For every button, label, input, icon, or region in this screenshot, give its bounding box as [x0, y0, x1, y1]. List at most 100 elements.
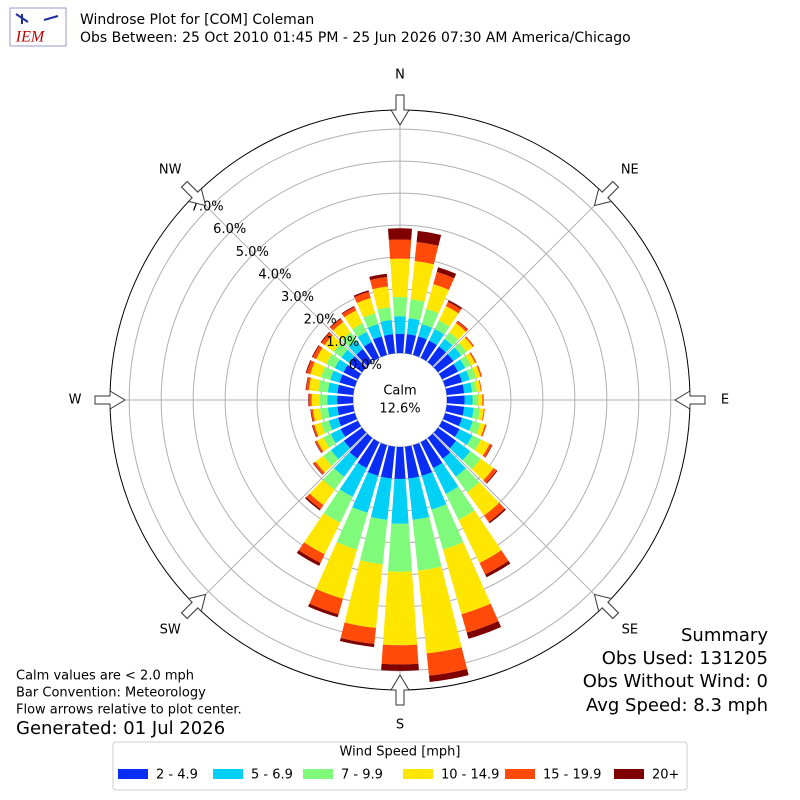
- compass-label: W: [69, 393, 82, 408]
- wind-bar: [445, 384, 465, 396]
- wind-bar: [333, 342, 348, 358]
- grid-spoke: [399, 194, 606, 401]
- wind-bar: [342, 306, 357, 318]
- wind-bar: [472, 365, 481, 379]
- wind-bar: [410, 261, 434, 302]
- wind-bar: [466, 435, 482, 451]
- wind-bar: [340, 420, 362, 438]
- wind-bar: [388, 228, 412, 240]
- wind-bar: [438, 420, 460, 438]
- wind-bar: [392, 297, 408, 317]
- wind-bar: [471, 458, 494, 481]
- wind-bar: [310, 362, 325, 378]
- wind-bar: [459, 370, 470, 383]
- wind-bar: [442, 373, 463, 388]
- calm-circle: [354, 354, 446, 446]
- flow-arrow: [180, 593, 207, 620]
- wind-bar: [484, 444, 493, 458]
- wind-bar: [427, 433, 451, 459]
- wind-bar: [316, 347, 332, 364]
- radial-tick-label: 4.0%: [258, 267, 291, 282]
- wind-bar: [306, 493, 324, 510]
- wind-bar: [464, 394, 473, 406]
- wind-bar: [332, 321, 351, 340]
- wind-bar: [356, 297, 376, 318]
- wind-bar: [482, 394, 484, 406]
- wind-bar: [337, 404, 355, 416]
- wind-bar: [312, 345, 323, 360]
- legend-swatch: [403, 769, 433, 779]
- wind-bar: [311, 425, 317, 438]
- wind-bar: [339, 637, 375, 648]
- wind-bar: [438, 338, 453, 353]
- wind-bar: [420, 438, 443, 469]
- grid-spoke: [194, 194, 401, 401]
- wind-bar: [329, 318, 341, 328]
- compass-label: S: [396, 718, 404, 733]
- wind-bar: [315, 542, 358, 599]
- wind-bar: [356, 349, 373, 367]
- wind-bar: [429, 329, 445, 346]
- wind-bar: [305, 377, 309, 391]
- radial-tick-label: 0.0%: [349, 358, 382, 373]
- wind-bar: [488, 508, 506, 524]
- wind-bar: [370, 276, 389, 290]
- wind-bar: [334, 452, 358, 477]
- flow-arrow: [94, 390, 126, 410]
- wind-bar: [483, 468, 497, 484]
- wind-bar: [377, 307, 392, 322]
- generated: Generated: 01 Jul 2026: [16, 718, 225, 739]
- wind-bar: [449, 323, 466, 340]
- wind-bar: [459, 337, 473, 352]
- wind-bar: [380, 445, 396, 479]
- wind-bar: [343, 364, 362, 380]
- wind-bar: [383, 334, 396, 355]
- summary-line: Summary: [681, 625, 768, 646]
- compass-label: SW: [160, 622, 181, 637]
- wind-bar: [442, 542, 491, 615]
- wind-bar: [319, 394, 328, 406]
- flow-arrow: [674, 390, 706, 410]
- wind-bar: [370, 476, 392, 520]
- legend-label: 15 - 19.9: [543, 768, 601, 783]
- wind-bar: [321, 332, 333, 346]
- wind-bar: [330, 440, 351, 460]
- compass-label: N: [395, 68, 405, 83]
- wind-bar: [438, 363, 459, 380]
- wind-bar: [357, 438, 380, 469]
- wind-bar: [466, 621, 502, 639]
- wind-bar: [433, 354, 454, 373]
- wind-bar: [446, 395, 465, 405]
- wind-bar: [312, 408, 322, 422]
- wind-bar: [455, 468, 480, 493]
- wind-bar: [428, 668, 469, 683]
- flow-arrow: [593, 593, 620, 620]
- radial-tick-label: 1.0%: [326, 335, 359, 350]
- logo-frame: [9, 7, 67, 47]
- wind-bar: [466, 367, 476, 380]
- wind-bar: [324, 335, 341, 352]
- radial-tick-label: 6.0%: [213, 222, 246, 237]
- wind-bar: [433, 427, 457, 449]
- wind-bar: [314, 422, 325, 437]
- wind-bar: [442, 412, 463, 427]
- wind-bar: [445, 404, 465, 416]
- wind-bar: [310, 409, 315, 422]
- wind-bar: [469, 352, 477, 364]
- wind-bar: [348, 339, 363, 355]
- wind-bar: [309, 479, 335, 506]
- wind-bar: [412, 442, 433, 476]
- compass-label: NE: [621, 163, 639, 178]
- wind-bar: [486, 470, 498, 484]
- wind-bar: [308, 603, 339, 618]
- wind-bar: [305, 360, 312, 374]
- wind-bar: [337, 412, 358, 427]
- compass-label: SE: [622, 622, 638, 637]
- wind-bar: [395, 333, 405, 354]
- wind-bar: [308, 377, 321, 392]
- wind-bar: [323, 433, 336, 448]
- legend-label: 10 - 14.9: [441, 768, 499, 783]
- wind-bar: [418, 324, 433, 340]
- wind-bar: [484, 502, 505, 523]
